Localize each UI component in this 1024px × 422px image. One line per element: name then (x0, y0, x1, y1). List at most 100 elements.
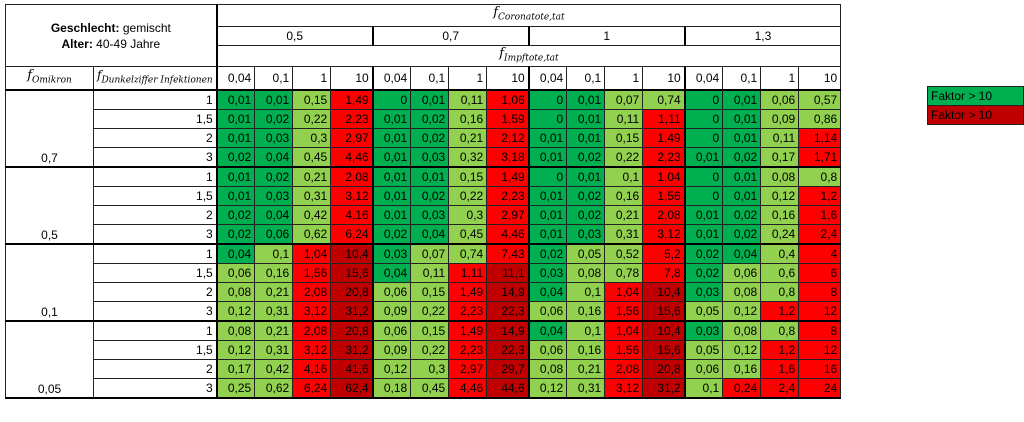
value-cell: 0,15 (448, 165, 488, 187)
value-cell: 0,01 (254, 88, 294, 110)
value-cell: 0,01 (566, 127, 606, 148)
dunkelziffer-value: 2 (92, 127, 218, 148)
table-row: 0,1 1 0,04 0,1 1,04 10,4 0,03 0,07 0,74 7,43 0,02 0… (5, 242, 842, 322)
value-cell: 0,86 (798, 108, 842, 129)
value-cell: 2,08 (604, 358, 644, 379)
value-cell: 0,02 (566, 185, 606, 206)
value-cell: 20,8 (330, 319, 374, 341)
legend-item: Faktor > 10 (927, 86, 1024, 106)
value-cell: 1,06 (486, 88, 530, 110)
value-cell: 0,22 (292, 108, 332, 129)
value-cell: 0,01 (410, 165, 450, 187)
impftote-value: 1 (448, 66, 488, 91)
value-cell: 1,59 (486, 108, 530, 129)
table-row: 0,7 1 0,01 0,01 0,15 1,49 0 0,01 0,11 1,06 0 0,01 0,… (5, 88, 842, 168)
value-cell: 1,71 (798, 146, 842, 168)
value-cell: 0,42 (292, 204, 332, 225)
value-cell: 3,12 (642, 223, 686, 245)
value-cell: 0,11 (448, 88, 488, 110)
value-cell: 2,08 (642, 204, 686, 225)
legend-item: Faktor > 10 (927, 105, 1024, 125)
omikron-value: 0,7 (5, 88, 94, 168)
table-row: 0,05 1 0,08 0,21 2,08 20,8 0,06 0,15 1,49 14,9 0,0… (5, 319, 842, 399)
impftote-value: 10 (486, 66, 530, 91)
value-cell: 1,56 (642, 185, 686, 206)
value-cell: 0,02 (566, 146, 606, 168)
value-cell: 0,22 (448, 185, 488, 206)
value-cell: 1,6 (798, 204, 842, 225)
value-cell: 0,01 (527, 223, 568, 245)
value-cell: 0,24 (722, 377, 762, 399)
value-cell: 0,03 (254, 127, 294, 148)
value-cell: 0,12 (215, 339, 256, 360)
value-cell: 41,6 (330, 358, 374, 379)
value-cell: 0,01 (722, 165, 762, 187)
value-cell: 8 (798, 319, 842, 341)
value-cell: 2,12 (486, 127, 530, 148)
value-cell: 0,31 (604, 223, 644, 245)
table-row: 2 0,17 0,42 4,16 41,6 0,12 0,3 2,97 29,7 0,08 0,21… (6, 358, 842, 379)
omikron-value: 0,5 (5, 165, 94, 245)
value-cell: 0,01 (371, 146, 412, 168)
factor-table: Geschlecht: gemischt Alter: 40-49 Jahre … (4, 3, 842, 399)
omikron-value: 0,05 (5, 319, 94, 399)
value-cell: 0,09 (371, 339, 412, 360)
value-cell: 0,45 (292, 146, 332, 168)
dunkelziffer-value: 1,5 (92, 185, 218, 206)
value-cell: 0,01 (722, 108, 762, 129)
value-cell: 14,9 (486, 319, 530, 341)
impftote-value: 1 (760, 66, 800, 91)
value-cell: 0,62 (254, 377, 294, 399)
value-cell: 0,02 (410, 127, 450, 148)
value-cell: 1,11 (642, 108, 686, 129)
value-cell: 2,23 (486, 185, 530, 206)
table-title-cell: Geschlecht: gemischt Alter: 40-49 Jahre (4, 3, 218, 68)
value-cell: 2,97 (330, 127, 374, 148)
value-cell: 0,01 (215, 88, 256, 110)
value-cell: 0,24 (760, 223, 800, 245)
value-cell: 0,02 (215, 204, 256, 225)
value-cell: 2,08 (292, 319, 332, 341)
value-cell: 3,12 (292, 339, 332, 360)
value-cell: 3,12 (330, 185, 374, 206)
value-cell: 0,3 (448, 204, 488, 225)
value-cell: 0,07 (604, 88, 644, 110)
table-row: 1,5 0,01 0,02 0,22 2,23 0,01 0,02 0,16 1,59 0 0,01… (6, 108, 842, 129)
value-cell: 15,6 (330, 262, 374, 283)
value-cell: 0,08 (722, 319, 762, 341)
value-cell: 12 (798, 339, 842, 360)
value-cell: 2,4 (798, 223, 842, 245)
value-cell: 0,06 (371, 281, 412, 302)
value-cell: 0,01 (371, 185, 412, 206)
impftote-value: 0,1 (566, 66, 606, 91)
impftote-value: 0,1 (254, 66, 294, 91)
dunkelziffer-value: 2 (92, 281, 218, 302)
value-cell: 0,03 (410, 204, 450, 225)
value-cell: 0,06 (371, 319, 412, 341)
value-cell: 0,01 (566, 165, 606, 187)
value-cell: 4,46 (486, 223, 530, 245)
value-cell: 0,25 (215, 377, 256, 399)
value-cell: 0,04 (410, 223, 450, 245)
value-cell: 0,09 (371, 300, 412, 322)
value-cell: 0,01 (371, 165, 412, 187)
value-cell: 4,16 (292, 358, 332, 379)
value-cell: 1,49 (486, 165, 530, 187)
value-cell: 14,9 (486, 281, 530, 302)
value-cell: 8 (798, 281, 842, 302)
value-cell: 0,21 (292, 165, 332, 187)
value-cell: 1,2 (760, 339, 800, 360)
value-cell: 62,4 (330, 377, 374, 399)
value-cell: 0 (371, 88, 412, 110)
table-row: 2 0,02 0,04 0,42 4,16 0,01 0,03 0,3 2,97 0,01 0,02… (6, 204, 842, 225)
value-cell: 0 (683, 108, 724, 129)
impftote-value: 10 (330, 66, 374, 91)
value-cell: 20,8 (642, 358, 686, 379)
value-cell: 0,01 (722, 185, 762, 206)
value-cell: 31,2 (330, 339, 374, 360)
value-cell: 0,21 (566, 358, 606, 379)
value-cell: 2,08 (292, 281, 332, 302)
value-cell: 0,02 (215, 146, 256, 168)
value-cell: 1,11 (448, 262, 488, 283)
value-cell: 0,08 (215, 281, 256, 302)
